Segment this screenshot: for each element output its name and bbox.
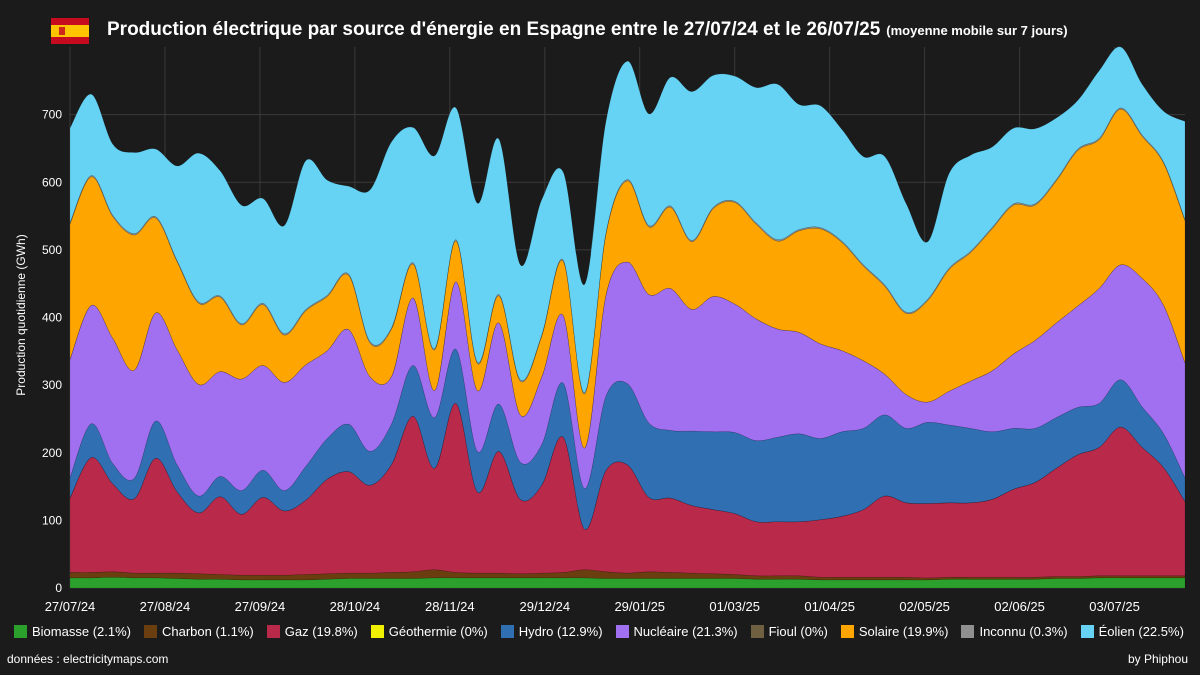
x-tick-label: 02/06/25 <box>994 599 1045 614</box>
x-tick-label: 27/07/24 <box>45 599 96 614</box>
legend-item: Biomasse (2.1%) <box>14 624 131 639</box>
legend-label: Solaire (19.9%) <box>858 624 949 639</box>
area-series <box>69 107 1186 395</box>
x-tick-label: 29/12/24 <box>519 599 570 614</box>
legend-item: Hydro (12.9%) <box>500 624 603 639</box>
legend-swatch <box>266 625 280 638</box>
data-source: données : electricitymaps.com <box>7 652 169 666</box>
y-tick-label: 700 <box>42 108 62 122</box>
y-tick-label: 600 <box>42 175 62 189</box>
legend-label: Hydro (12.9%) <box>518 624 603 639</box>
legend-label: Géothermie (0%) <box>388 624 488 639</box>
legend-label: Charbon (1.1%) <box>161 624 254 639</box>
y-tick-label: 0 <box>55 581 62 595</box>
legend-item: Fioul (0%) <box>750 624 828 639</box>
chart-title-block: Production électrique par source d'énerg… <box>107 19 1068 41</box>
legend-label: Nucléaire (21.3%) <box>633 624 738 639</box>
legend-swatch <box>143 625 157 638</box>
series-areas <box>69 46 1186 589</box>
legend-item: Géothermie (0%) <box>370 624 488 639</box>
x-tick-label: 29/01/25 <box>614 599 665 614</box>
x-tick-label: 28/10/24 <box>330 599 381 614</box>
legend-item: Gaz (19.8%) <box>266 624 358 639</box>
x-tick-label: 28/11/24 <box>425 599 475 614</box>
x-tick-label: 03/07/25 <box>1089 599 1140 614</box>
x-tick-label: 01/03/25 <box>709 599 760 614</box>
legend-swatch <box>615 625 629 638</box>
area-series <box>69 569 1186 581</box>
y-tick-label: 400 <box>42 311 62 325</box>
x-tick-label: 27/08/24 <box>140 599 191 614</box>
y-tick-label: 300 <box>42 378 62 392</box>
legend-swatch <box>500 625 514 638</box>
legend-swatch <box>961 625 975 638</box>
x-tick-label: 27/09/24 <box>235 599 286 614</box>
y-axis: 0 100 200 300 400 500 600 700 <box>42 108 62 595</box>
spain-flag-icon <box>51 18 89 44</box>
legend-label: Biomasse (2.1%) <box>32 624 131 639</box>
legend-label: Fioul (0%) <box>768 624 828 639</box>
area-series <box>69 108 1186 449</box>
legend: Biomasse (2.1%) Charbon (1.1%) Gaz (19.8%)… <box>14 624 1194 639</box>
legend-item: Charbon (1.1%) <box>143 624 254 639</box>
chart-title: Production électrique par source d'énerg… <box>107 19 881 40</box>
legend-swatch <box>370 625 384 638</box>
legend-item: Inconnu (0.3%) <box>961 624 1068 639</box>
chart-subtitle: (moyenne mobile sur 7 jours) <box>886 23 1068 38</box>
x-tick-label: 01/04/25 <box>804 599 855 614</box>
legend-label: Inconnu (0.3%) <box>979 624 1068 639</box>
legend-swatch <box>1080 625 1094 638</box>
x-tick-label: 02/05/25 <box>899 599 950 614</box>
legend-item: Nucléaire (21.3%) <box>615 624 738 639</box>
legend-label: Gaz (19.8%) <box>284 624 358 639</box>
x-axis: 27/07/24 27/08/24 27/09/24 28/10/24 28/11/24… <box>45 599 1140 614</box>
legend-swatch <box>14 625 27 638</box>
y-tick-label: 200 <box>42 446 62 460</box>
legend-swatch <box>750 625 764 638</box>
legend-label: Éolien (22.5%) <box>1098 624 1184 639</box>
y-tick-label: 500 <box>42 243 62 257</box>
legend-item: Éolien (22.5%) <box>1080 624 1184 639</box>
legend-item: Solaire (19.9%) <box>840 624 949 639</box>
legend-swatch <box>840 625 854 638</box>
author-credit: by Phiphou <box>1127 652 1188 666</box>
y-axis-label: Production quotidienne (GWh) <box>14 234 28 395</box>
y-tick-label: 100 <box>42 513 62 527</box>
area-series <box>69 46 1186 393</box>
